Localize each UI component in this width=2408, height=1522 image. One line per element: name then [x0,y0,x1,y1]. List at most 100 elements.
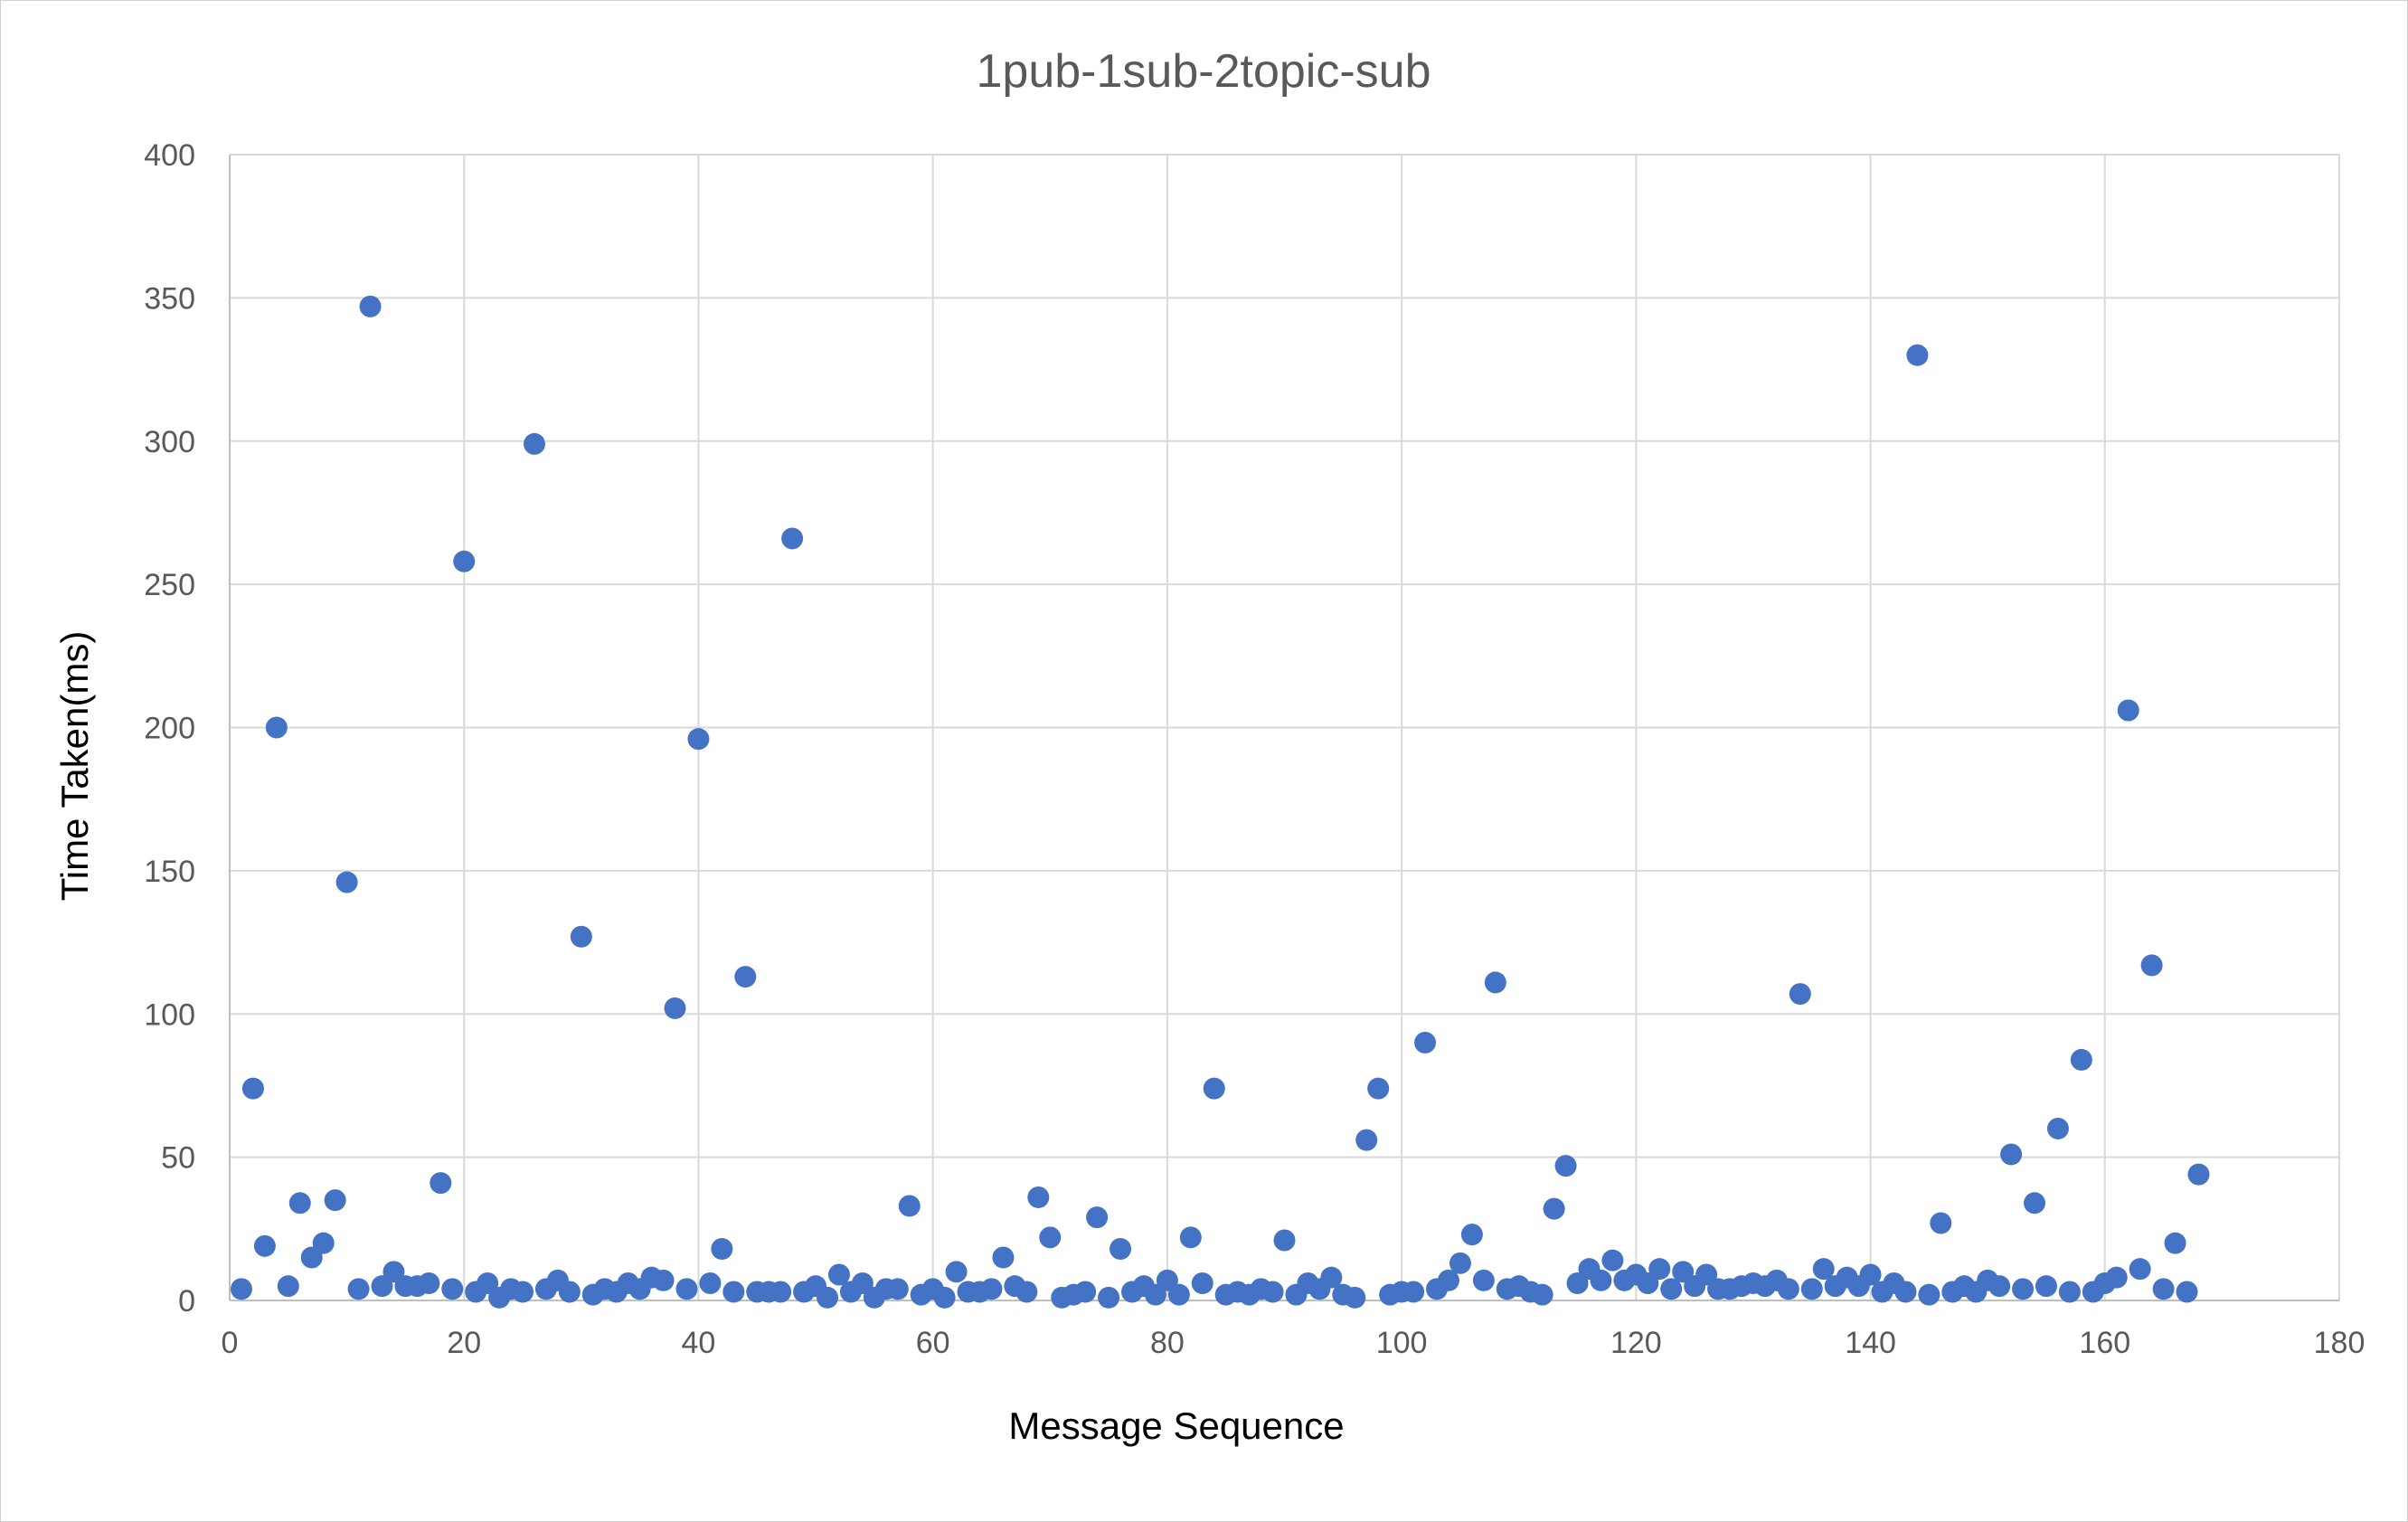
x-tick-label: 0 [222,1326,239,1360]
data-point [1402,1281,1425,1303]
data-point [2164,1232,2186,1254]
data-point [1027,1186,1050,1208]
data-point [945,1261,968,1283]
data-point [664,997,686,1019]
data-point [2117,699,2139,722]
data-point [1320,1266,1343,1289]
data-point [1144,1283,1166,1306]
data-point [734,966,757,988]
y-tick-label: 0 [178,1284,195,1319]
data-point [1203,1077,1225,1100]
data-point [453,550,476,572]
y-tick-label: 250 [144,568,195,602]
data-point [1566,1271,1589,1294]
x-tick-label: 80 [1150,1326,1185,1360]
data-point [265,716,288,739]
x-tick-label: 180 [2314,1326,2366,1360]
y-axis-title: Time Taken(ms) [53,631,96,902]
data-point [1191,1271,1213,1294]
data-point [1098,1286,1120,1309]
x-tick-label: 140 [1845,1326,1896,1360]
data-point [558,1281,581,1303]
data-point [1449,1252,1471,1274]
data-point [898,1195,921,1217]
data-point [1273,1229,1296,1252]
x-tick-label: 100 [1376,1326,1428,1360]
x-tick-label: 40 [682,1326,716,1360]
data-point [347,1278,370,1300]
data-point [1988,1275,2011,1298]
data-point [300,1246,323,1269]
x-tick-label: 160 [2079,1326,2130,1360]
data-point [2058,1281,2081,1303]
data-point [1906,344,1929,366]
data-point [371,1275,393,1298]
data-point [477,1271,499,1294]
data-point [992,1246,1015,1269]
chart-title: 1pub-1sub-2topic-sub [977,45,1431,98]
y-tick-label: 50 [161,1141,195,1176]
data-point [241,1077,264,1100]
data-point [312,1232,335,1254]
y-tick-label: 400 [144,138,195,173]
data-point [430,1172,452,1195]
data-point [886,1278,909,1300]
data-point [711,1237,733,1260]
data-point [781,527,804,550]
data-point [1355,1129,1378,1151]
y-tick-label: 150 [144,855,195,889]
data-point [827,1263,850,1286]
grid-lines [230,154,2340,1300]
data-point [2187,1163,2210,1186]
data-point [359,295,382,317]
data-point [277,1275,299,1298]
x-axis-title: Message Sequence [1008,1404,1344,1447]
data-point [1531,1283,1553,1306]
data-point [1437,1269,1459,1291]
data-point [1777,1278,1799,1300]
data-point [2129,1258,2151,1281]
x-tick-label: 20 [447,1326,481,1360]
data-point [1812,1258,1835,1281]
data-point [652,1269,675,1291]
data-point [2140,954,2163,977]
tick-labels: 0 20 40 60 80 100 120 140 160 180 0 50 100 150 200 250 3… [144,138,2365,1360]
data-point [1894,1281,1917,1303]
data-point [1554,1155,1577,1177]
data-point [2024,1192,2046,1215]
data-point [1789,983,1811,1006]
data-point [253,1234,276,1257]
data-point [2152,1278,2175,1300]
data-point [980,1278,1003,1300]
data-point [1601,1249,1624,1271]
data-point [1367,1077,1390,1100]
y-tick-label: 350 [144,281,195,316]
data-point [1074,1281,1097,1303]
data-point [2000,1143,2023,1166]
data-point [1672,1261,1695,1283]
data-point [1015,1281,1038,1303]
data-point [418,1271,440,1294]
data-point [1261,1281,1284,1303]
data-point [1859,1263,1882,1286]
data-point [1590,1269,1612,1291]
data-point [1110,1237,1132,1260]
data-point [1414,1031,1437,1054]
y-tick-label: 300 [144,425,195,459]
x-tick-label: 120 [1610,1326,1662,1360]
data-point [1648,1258,1671,1281]
data-point [851,1271,873,1294]
data-point [523,432,545,455]
data-point [2046,1117,2069,1139]
data-point [2012,1278,2035,1300]
data-point [382,1261,405,1283]
data-point [324,1189,346,1212]
data-point [1472,1269,1495,1291]
data-point [817,1286,839,1309]
data-point [2176,1281,2198,1303]
data-point [1543,1197,1565,1220]
data-point [1800,1278,1823,1300]
data-point [1167,1283,1190,1306]
data-point [2035,1275,2057,1298]
